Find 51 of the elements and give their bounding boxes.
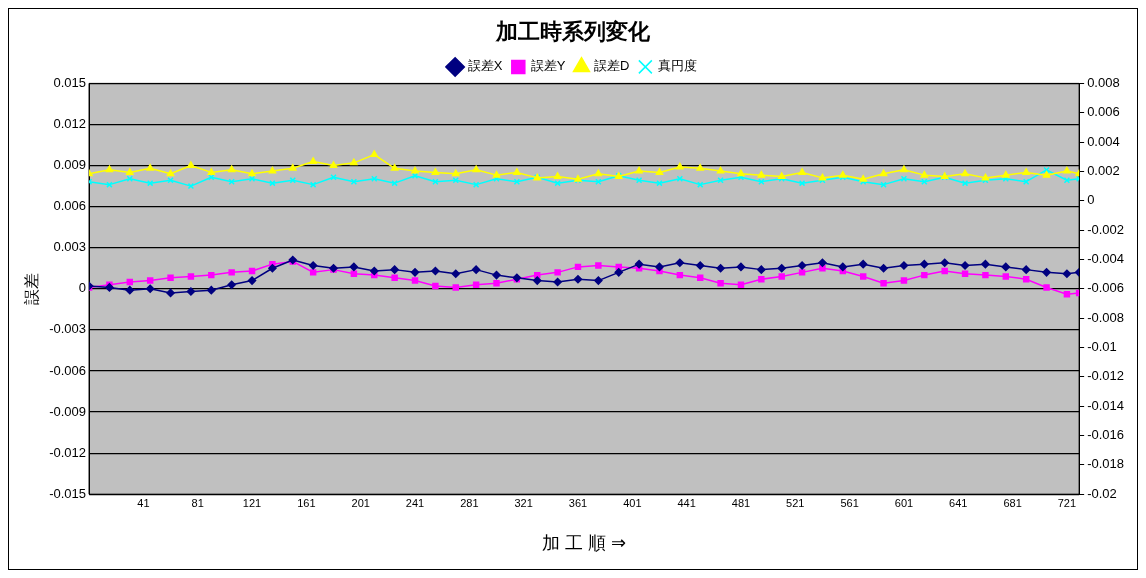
x-tick-label: 481 [731,496,751,509]
legend-label: 真円度 [657,58,697,74]
y-axis-title: 誤差 [23,272,41,305]
x-tick-label: 401 [623,496,642,509]
x-axis-title: 加 工 順 ⇒ [542,533,627,554]
y2-tick-label: -0.018 [1087,456,1125,472]
y2-tick-label: -0.004 [1087,251,1125,267]
y2-tick-label: -0.008 [1087,309,1125,325]
y2-tick-label: 0.008 [1087,74,1120,90]
y-tick-label: 0.015 [53,74,87,90]
x-tick-label: 641 [949,496,968,509]
x-tick-label: 281 [460,496,479,509]
x-tick-label: 521 [786,496,805,509]
y-tick-label: -0.012 [49,444,87,460]
y-tick-label: 0.009 [53,157,87,173]
y2-tick-label: 0.004 [1087,133,1120,149]
y2-tick-label: 0.002 [1087,163,1120,179]
y-tick-label: -0.009 [49,403,87,419]
y2-tick-label: 0.006 [1087,104,1120,120]
y2-tick-label: -0.002 [1087,221,1125,237]
y-tick-label: -0.006 [49,362,87,378]
y2-tick-label: -0.01 [1087,339,1117,355]
y-tick-label: 0 [78,280,87,296]
legend-label: 誤差X [467,58,503,74]
y-tick-label: 0.012 [53,116,87,132]
x-tick-label: 721 [1057,496,1077,509]
y-tick-label: -0.015 [49,485,87,501]
y2-tick-label: -0.012 [1087,368,1125,384]
x-tick-label: 681 [1003,496,1022,509]
chart-title: 加工時系列変化 [495,19,651,45]
x-tick-label: 441 [677,496,696,509]
y2-tick-label: -0.016 [1087,427,1125,443]
x-tick-label: 121 [242,496,262,509]
x-tick-label: 361 [568,496,588,509]
x-tick-label: 41 [137,496,150,509]
x-tick-label: 561 [840,496,859,509]
y2-tick-label: 0 [1087,192,1095,208]
x-tick-label: 241 [405,496,425,509]
y2-tick-label: -0.014 [1087,397,1125,413]
y2-tick-label: -0.006 [1087,280,1125,296]
x-tick-label: 161 [297,496,316,509]
y2-tick-label: -0.02 [1087,485,1117,501]
x-tick-label: 321 [514,496,533,509]
x-tick-label: 201 [351,496,370,509]
legend-label: 誤差D [593,58,630,74]
y-tick-label: -0.003 [49,321,87,337]
y-tick-label: 0.006 [53,198,87,214]
legend-label: 誤差Y [530,58,566,74]
x-tick-label: 81 [191,496,204,509]
x-tick-label: 601 [894,496,914,509]
y-tick-label: 0.003 [53,239,87,255]
